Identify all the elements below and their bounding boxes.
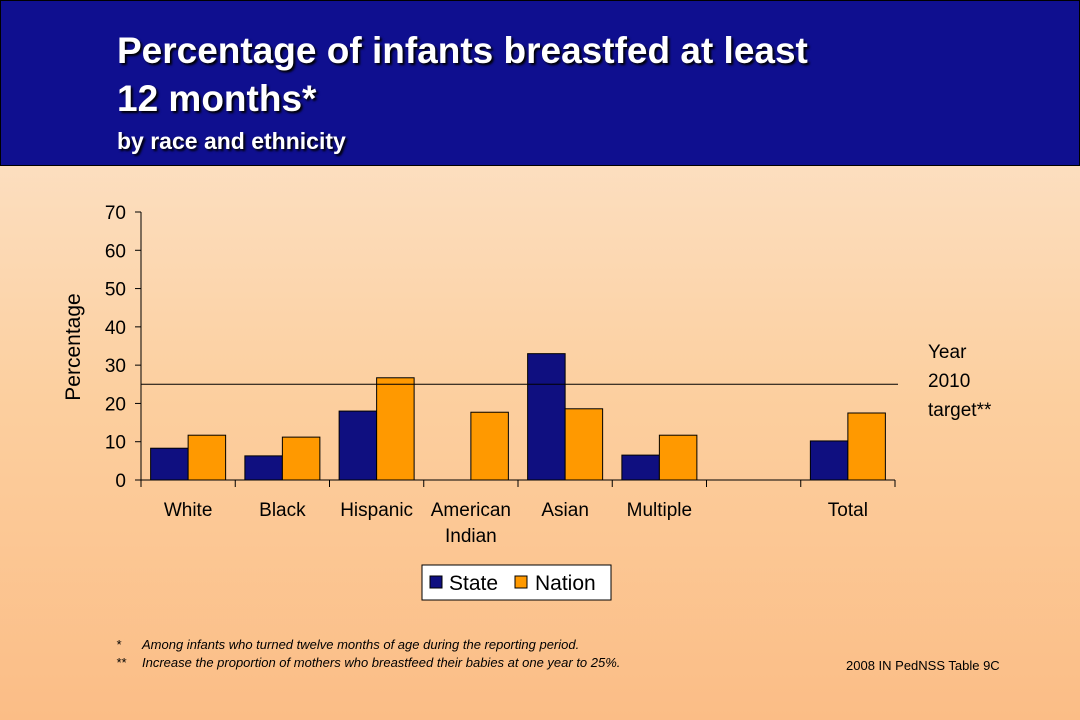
x-category-label: Black: [259, 500, 306, 521]
x-category-label: American: [431, 500, 511, 521]
x-category-label: Total: [828, 500, 868, 521]
chart-title: Percentage of infants breastfed at least…: [117, 27, 808, 123]
y-tick-label: 70: [105, 203, 126, 224]
chart-subtitle: by race and ethnicity: [117, 128, 346, 154]
y-tick-label: 0: [115, 471, 126, 492]
footnote-1: * Among infants who turned twelve months…: [116, 636, 620, 654]
footnote-2: ** Increase the proportion of mothers wh…: [116, 654, 620, 672]
legend-label-state: State: [449, 572, 498, 595]
target-label: target**: [928, 400, 992, 421]
bar-state: [621, 454, 660, 481]
bar-nation: [470, 411, 509, 481]
y-tick-label: 10: [105, 433, 126, 454]
chart-title-line-1: Percentage of infants breastfed at least: [117, 30, 808, 71]
bar-nation: [281, 436, 321, 481]
bar-nation: [376, 377, 415, 481]
x-category-label: White: [164, 500, 213, 521]
x-category-label: Hispanic: [340, 500, 413, 521]
footnote-2-text: Increase the proportion of mothers who b…: [142, 655, 621, 670]
legend-swatch-nation: [514, 575, 528, 589]
bar-nation: [847, 412, 886, 481]
title-banner: Percentage of infants breastfed at least…: [0, 0, 1080, 166]
bar-nation: [564, 408, 604, 481]
bar-nation: [187, 434, 227, 481]
footnote-2-mark: **: [116, 655, 127, 670]
target-label: 2010: [928, 371, 970, 392]
x-category-label: Indian: [445, 526, 497, 547]
footnote-1-mark: *: [116, 637, 122, 652]
x-category-label: Asian: [541, 500, 589, 521]
target-label: Year: [928, 342, 967, 363]
bar-state: [244, 455, 283, 481]
bar-state: [338, 410, 378, 481]
y-tick-label: 30: [105, 356, 126, 377]
y-tick-label: 60: [105, 241, 126, 262]
source-note: 2008 IN PedNSS Table 9C: [846, 658, 1000, 673]
chart-title-line-2: 12 months*: [117, 78, 317, 119]
footnotes: * Among infants who turned twelve months…: [116, 636, 620, 672]
x-category-label: Multiple: [627, 500, 692, 521]
y-tick-label: 20: [105, 394, 126, 415]
bar-nation: [658, 434, 698, 481]
bar-state: [809, 440, 849, 481]
legend-label-nation: Nation: [535, 572, 596, 595]
bar-state: [150, 447, 189, 481]
y-tick-label: 50: [105, 280, 126, 301]
bar-state: [527, 353, 566, 481]
y-axis-label: Percentage: [62, 293, 85, 400]
legend-swatch-state: [429, 575, 443, 589]
footnote-1-text: Among infants who turned twelve months o…: [142, 637, 580, 652]
y-tick-label: 40: [105, 318, 126, 339]
